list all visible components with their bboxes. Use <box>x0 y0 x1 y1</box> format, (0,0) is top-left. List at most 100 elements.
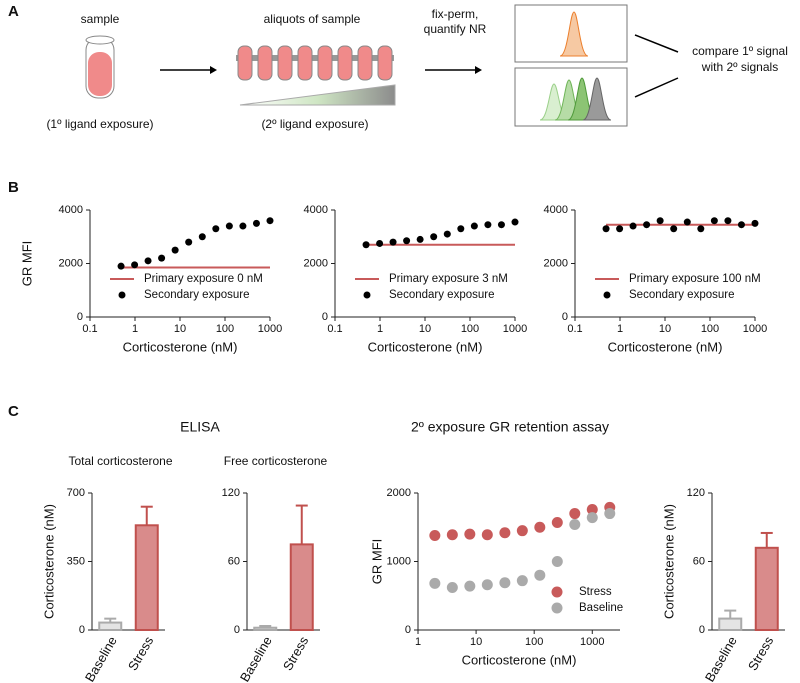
x-axis-label: Corticosterone (nM) <box>462 652 577 667</box>
data-point <box>171 246 179 254</box>
data-point <box>416 235 424 243</box>
y-tick-label: 700 <box>67 487 85 499</box>
x-axis-label: Corticosterone (nM) <box>123 339 238 354</box>
y-tick-label: 120 <box>687 487 705 499</box>
y-tick-label: 0 <box>405 624 411 636</box>
x-tick-label: 10 <box>174 323 186 335</box>
y-axis-label: GR MFI <box>19 241 34 287</box>
data-point <box>376 239 384 247</box>
bar <box>134 524 159 631</box>
diagram-text: fix-perm, <box>432 7 479 21</box>
legend-swatch <box>118 291 126 299</box>
data-point <box>464 528 476 540</box>
y-axis-label: Corticosterone (nM) <box>661 504 676 619</box>
data-point <box>464 580 476 592</box>
data-point <box>516 525 528 537</box>
data-point <box>656 217 664 225</box>
data-point <box>443 230 451 238</box>
y-tick-label: 4000 <box>544 204 568 216</box>
x-tick-label: 0.1 <box>567 323 582 335</box>
y-tick-label: 4000 <box>304 204 328 216</box>
data-point <box>534 569 546 581</box>
legend-label: Secondary exposure <box>144 289 249 301</box>
data-point <box>569 508 581 520</box>
data-point <box>446 582 458 594</box>
bar <box>289 543 314 631</box>
arrow <box>160 66 217 74</box>
y-tick-label: 2000 <box>387 487 411 499</box>
aliquot-tubes <box>236 45 396 106</box>
data-point <box>737 221 745 229</box>
data-point <box>683 218 691 226</box>
x-tick-label: 1 <box>415 636 421 648</box>
y-tick-label: 60 <box>228 555 240 567</box>
data-point <box>602 225 610 233</box>
diagram-text: aliquots of sample <box>264 12 361 26</box>
data-point <box>362 241 370 249</box>
x-axis-label: Corticosterone (nM) <box>368 339 483 354</box>
x-tick-label: 10 <box>659 323 671 335</box>
data-point <box>710 217 718 225</box>
x-tick-label: Baseline <box>82 634 120 683</box>
x-tick-label: 100 <box>701 323 719 335</box>
data-point <box>429 529 441 541</box>
data-point <box>616 225 624 233</box>
diagram-text: (2º ligand exposure) <box>261 117 368 131</box>
y-tick-label: 0 <box>77 311 83 323</box>
data-point <box>470 222 478 230</box>
data-point <box>481 529 493 541</box>
data-point <box>198 233 206 241</box>
data-point <box>484 221 492 229</box>
data-point <box>429 577 441 589</box>
data-point <box>430 233 438 241</box>
x-tick-label: 1 <box>132 323 138 335</box>
histogram-boxes <box>514 4 628 127</box>
y-tick-label: 2000 <box>304 257 328 269</box>
data-point <box>499 577 511 589</box>
y-tick-label: 350 <box>67 555 85 567</box>
chart-title: Free corticosterone <box>224 454 328 468</box>
y-tick-label: 0 <box>562 311 568 323</box>
data-point <box>212 225 220 233</box>
data-point <box>534 521 546 533</box>
legend-label: Primary exposure 100 nM <box>629 273 761 285</box>
x-tick-label: 1 <box>377 323 383 335</box>
data-point <box>751 219 759 227</box>
y-tick-label: 60 <box>693 555 705 567</box>
data-point <box>185 238 193 246</box>
y-tick-label: 0 <box>699 624 705 636</box>
data-point <box>239 222 247 230</box>
data-point <box>697 225 705 233</box>
diagram-text: quantify NR <box>424 22 487 36</box>
x-tick-label: 100 <box>216 323 234 335</box>
data-point <box>551 516 563 528</box>
data-point <box>131 261 139 269</box>
data-point <box>724 217 732 225</box>
arrow <box>425 66 482 74</box>
data-point <box>266 217 274 225</box>
x-tick-label: 0.1 <box>327 323 342 335</box>
legend-swatch <box>603 291 611 299</box>
data-point <box>551 556 563 567</box>
y-axis-label: GR MFI <box>369 539 384 585</box>
y-tick-label: 4000 <box>59 204 83 216</box>
legend-swatch <box>551 586 563 598</box>
x-tick-label: 10 <box>419 323 431 335</box>
x-tick-label: 1000 <box>258 323 282 335</box>
y-tick-label: 1000 <box>387 555 411 567</box>
y-axis-label: Corticosterone (nM) <box>41 504 56 619</box>
x-tick-label: 1000 <box>743 323 767 335</box>
y-tick-label: 0 <box>234 624 240 636</box>
diagram-text: with 2º signals <box>701 60 778 74</box>
y-tick-label: 120 <box>222 487 240 499</box>
x-tick-label: 1 <box>617 323 623 335</box>
diagram-text: (1º ligand exposure) <box>46 117 153 131</box>
chart-title: Total corticosterone <box>68 454 172 468</box>
data-point <box>604 508 616 520</box>
diagram-text: compare 1º signal <box>692 44 788 58</box>
legend-label: Primary exposure 0 nM <box>144 273 263 285</box>
bar <box>98 621 123 632</box>
data-point <box>403 237 411 245</box>
